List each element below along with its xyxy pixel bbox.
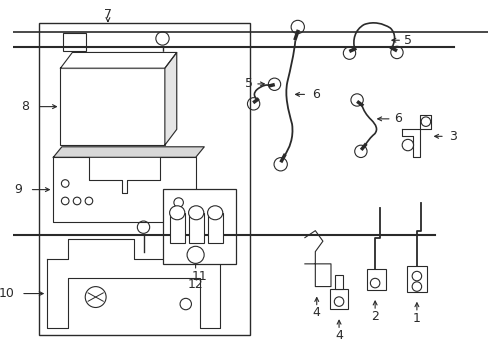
Polygon shape (304, 231, 330, 287)
Polygon shape (401, 115, 430, 157)
Ellipse shape (188, 206, 203, 220)
Text: 10: 10 (0, 287, 15, 300)
Text: 6: 6 (394, 112, 402, 125)
Bar (39, 23, 250, 336)
Polygon shape (53, 147, 204, 157)
Bar (406, 266, 426, 292)
Text: 6: 6 (311, 88, 319, 101)
Bar (334, 275, 343, 289)
Bar (169, 213, 184, 243)
Bar (188, 213, 203, 243)
Text: 3: 3 (448, 130, 456, 143)
Text: 9: 9 (14, 183, 21, 196)
Ellipse shape (169, 206, 184, 220)
Bar (366, 269, 385, 290)
Text: 4: 4 (334, 329, 342, 342)
Polygon shape (53, 157, 195, 222)
Bar (207, 213, 223, 243)
Bar (62, 33, 85, 51)
Ellipse shape (207, 206, 223, 220)
Text: 12: 12 (187, 278, 203, 291)
Text: 1: 1 (412, 311, 420, 324)
Polygon shape (47, 239, 220, 328)
Polygon shape (61, 53, 176, 68)
Text: 11: 11 (191, 270, 207, 283)
Bar (61, 68, 164, 145)
Polygon shape (164, 53, 176, 145)
Bar (329, 289, 347, 309)
Bar (162, 189, 236, 264)
Text: 7: 7 (104, 8, 112, 21)
Text: 4: 4 (312, 306, 320, 319)
Text: 8: 8 (21, 100, 29, 113)
Text: 2: 2 (370, 310, 378, 323)
Text: 5: 5 (245, 77, 253, 90)
Text: 5: 5 (403, 34, 411, 47)
